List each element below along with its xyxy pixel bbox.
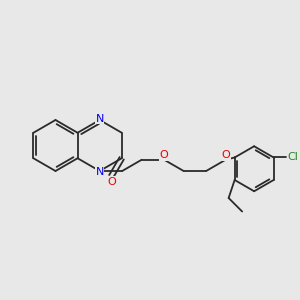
Text: N: N [95, 113, 104, 124]
Text: Cl: Cl [287, 152, 298, 163]
Text: O: O [160, 150, 169, 160]
Text: N: N [95, 167, 104, 178]
Text: O: O [221, 150, 230, 160]
Text: O: O [107, 177, 116, 187]
